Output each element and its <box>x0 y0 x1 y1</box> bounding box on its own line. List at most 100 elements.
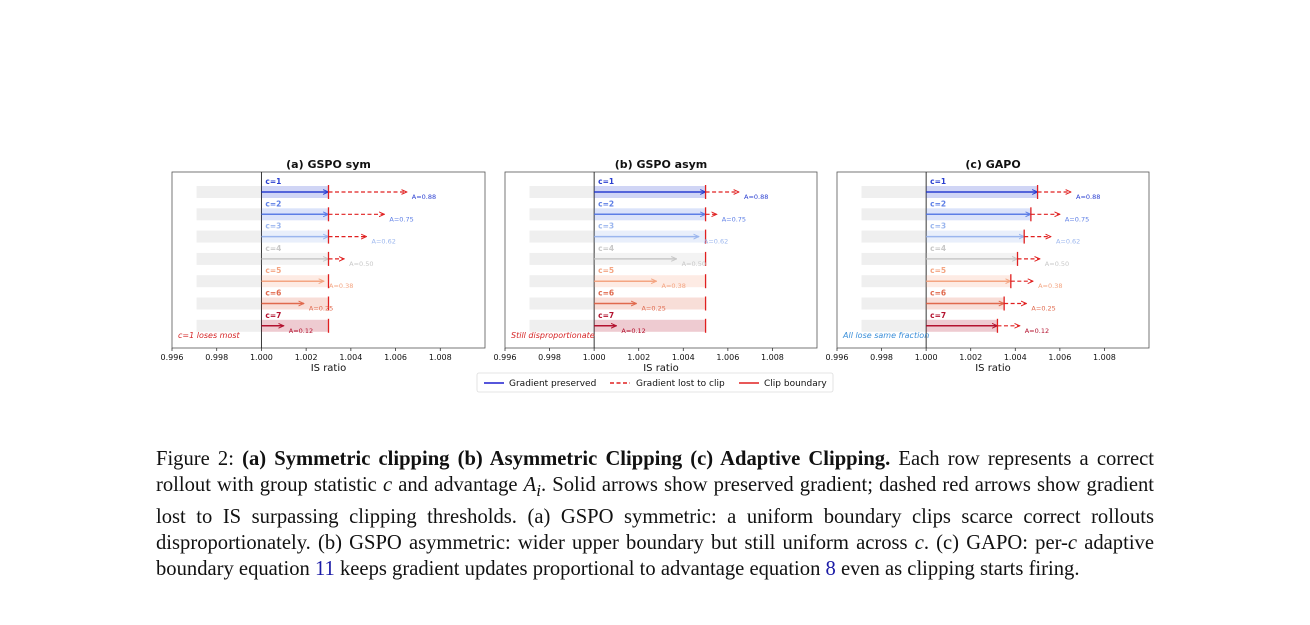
row-label: c=3 <box>930 222 946 231</box>
advantage-label: A=0.38 <box>329 282 353 290</box>
x-tick-label: 1.006 <box>384 353 407 362</box>
advantage-label: A=0.12 <box>289 327 313 335</box>
row-label: c=4 <box>265 244 281 253</box>
row-1: c=1 A=0.88 <box>594 177 768 201</box>
x-tick-label: 1.000 <box>583 353 606 362</box>
row-track <box>529 275 595 288</box>
advantage-label: A=0.75 <box>389 215 413 223</box>
panel-annotation: c=1 loses most <box>178 331 241 340</box>
row-4: c=4 A=0.50 <box>926 244 1069 268</box>
x-tick-label: 1.008 <box>761 353 784 362</box>
advantage-label: A=0.62 <box>372 238 396 246</box>
caption-var-c-3: c <box>1067 532 1078 555</box>
row-7: c=7 A=0.12 <box>261 311 330 335</box>
x-tick-label: 1.000 <box>915 353 938 362</box>
figure-panels: (a) GSPO symc=1A=0.88c=2A=0.75c=3A=0.62c… <box>161 158 1150 393</box>
row-label: c=6 <box>930 289 946 298</box>
row-track <box>861 208 927 221</box>
row-5: c=5 A=0.38 <box>926 266 1062 290</box>
caption-text-1: Each row represents a correct rollout wi… <box>156 448 1154 496</box>
advantage-label: A=0.88 <box>744 193 768 201</box>
caption-text-6: keeps gradient updates proportional to a… <box>340 558 821 581</box>
row-track <box>529 208 595 221</box>
caption-text-4: . (c) GAPO: per- <box>923 532 1068 555</box>
row-4: c=4 A=0.50 <box>594 244 707 268</box>
x-axis-label: IS ratio <box>975 363 1011 374</box>
x-tick-label: 1.002 <box>959 353 982 362</box>
caption-equation-ref-8[interactable]: 8 <box>825 558 836 581</box>
caption-text-7: even as clipping starts firing. <box>840 558 1080 581</box>
x-tick-label: 0.996 <box>826 353 849 362</box>
panel-title: (c) GAPO <box>965 158 1020 171</box>
caption-var-a-sub: i <box>536 481 542 501</box>
row-3: c=3 A=0.62 <box>261 222 396 246</box>
x-tick-label: 1.004 <box>339 353 362 362</box>
row-label: c=5 <box>930 266 946 275</box>
row-label: c=5 <box>265 266 281 275</box>
advantage-label: A=0.12 <box>1025 327 1049 335</box>
row-3: c=3 A=0.62 <box>594 222 728 246</box>
row-5: c=5 A=0.38 <box>594 266 707 290</box>
x-tick-label: 1.008 <box>1093 353 1116 362</box>
row-3: c=3 A=0.62 <box>926 222 1080 246</box>
row-label: c=7 <box>598 311 614 320</box>
advantage-label: A=0.88 <box>412 193 436 201</box>
row-2: c=2 A=0.75 <box>926 199 1089 223</box>
legend-lost-label: Gradient lost to clip <box>636 379 725 389</box>
x-tick-label: 1.006 <box>1048 353 1071 362</box>
panel-3: (c) GAPO c=1 A=0.88 c=2 A=0.75 c=3 A=0.62 c=4 A=… <box>826 158 1150 374</box>
row-track <box>196 230 262 243</box>
advantage-label: A=0.38 <box>662 282 686 290</box>
preserved-region <box>594 297 706 310</box>
advantage-label: A=0.38 <box>1038 282 1062 290</box>
figure-caption: Figure 2: (a) Symmetric clipping (b) Asy… <box>156 446 1154 582</box>
x-tick-label: 0.998 <box>538 353 561 362</box>
row-label: c=1 <box>598 177 614 186</box>
caption-text-5: adaptive boundary equation <box>156 532 1154 581</box>
row-track <box>529 186 595 198</box>
row-6: c=6 A=0.25 <box>926 289 1056 313</box>
preserved-region <box>261 319 329 332</box>
x-tick-label: 1.008 <box>429 353 452 362</box>
legend-boundary-label: Clip boundary <box>764 379 827 389</box>
row-6: c=6 A=0.25 <box>261 289 333 313</box>
row-track <box>196 319 262 332</box>
caption-text-3: . Solid arrows show preserved gradient; … <box>156 474 1155 555</box>
row-label: c=3 <box>265 222 281 231</box>
row-track <box>196 297 262 310</box>
advantage-label: A=0.25 <box>1031 305 1055 313</box>
caption-bold-title: (a) Symmetric clipping (b) Asymmetric Cl… <box>242 448 891 470</box>
row-4: c=4 A=0.50 <box>261 244 374 268</box>
row-track <box>861 186 927 198</box>
row-track <box>196 208 262 221</box>
advantage-label: A=0.25 <box>309 305 333 313</box>
row-7: c=7 A=0.12 <box>926 311 1049 335</box>
row-label: c=2 <box>265 199 281 208</box>
row-1: c=1 A=0.88 <box>926 177 1100 201</box>
row-track <box>861 252 927 265</box>
x-axis-label: IS ratio <box>311 363 347 374</box>
caption-var-a: A <box>523 474 537 496</box>
advantage-label: A=0.12 <box>621 327 645 335</box>
row-label: c=7 <box>265 311 281 320</box>
row-label: c=3 <box>598 222 614 231</box>
x-tick-label: 1.002 <box>295 353 318 362</box>
caption-equation-ref-11[interactable]: 11 <box>315 558 335 581</box>
advantage-label: A=0.50 <box>349 260 373 268</box>
x-tick-label: 1.002 <box>627 353 650 362</box>
advantage-label: A=0.88 <box>1076 193 1100 201</box>
row-6: c=6 A=0.25 <box>594 289 707 313</box>
caption-var-c: c <box>382 474 393 496</box>
row-2: c=2 A=0.75 <box>594 199 746 223</box>
plot-frame <box>171 171 486 349</box>
advantage-label: A=0.75 <box>1065 215 1089 223</box>
row-label: c=7 <box>930 311 946 320</box>
advantage-label: A=0.25 <box>641 305 665 313</box>
plot-frame <box>836 171 1150 349</box>
x-tick-label: 1.006 <box>716 353 739 362</box>
row-label: c=2 <box>598 199 614 208</box>
row-label: c=1 <box>265 177 281 186</box>
x-tick-label: 1.004 <box>1004 353 1027 362</box>
row-5: c=5 A=0.38 <box>261 266 353 290</box>
row-track <box>196 252 262 265</box>
